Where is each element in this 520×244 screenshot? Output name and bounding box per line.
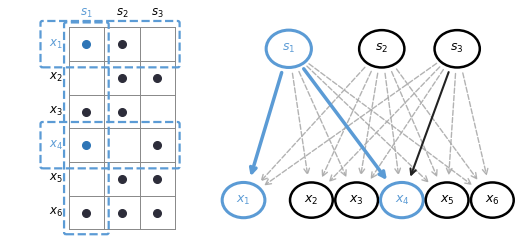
Text: $s_3$: $s_3$: [450, 42, 464, 55]
Text: $s_1$: $s_1$: [80, 7, 93, 20]
Text: $x_5$: $x_5$: [49, 172, 63, 185]
Text: $s_1$: $s_1$: [282, 42, 295, 55]
Text: $x_3$: $x_3$: [49, 105, 63, 118]
Text: $x_4$: $x_4$: [395, 193, 409, 207]
Text: $s_2$: $s_2$: [115, 7, 128, 20]
Text: $x_6$: $x_6$: [485, 193, 500, 207]
Text: $x_1$: $x_1$: [236, 193, 251, 207]
Text: $s_2$: $s_2$: [375, 42, 388, 55]
Text: $x_3$: $x_3$: [349, 193, 364, 207]
Text: $x_2$: $x_2$: [49, 71, 63, 84]
Text: $s_3$: $s_3$: [151, 7, 164, 20]
Text: $x_6$: $x_6$: [49, 206, 63, 219]
Text: $x_5$: $x_5$: [440, 193, 454, 207]
Text: $x_4$: $x_4$: [49, 139, 63, 152]
Text: $x_2$: $x_2$: [304, 193, 319, 207]
Text: $x_1$: $x_1$: [49, 38, 63, 51]
